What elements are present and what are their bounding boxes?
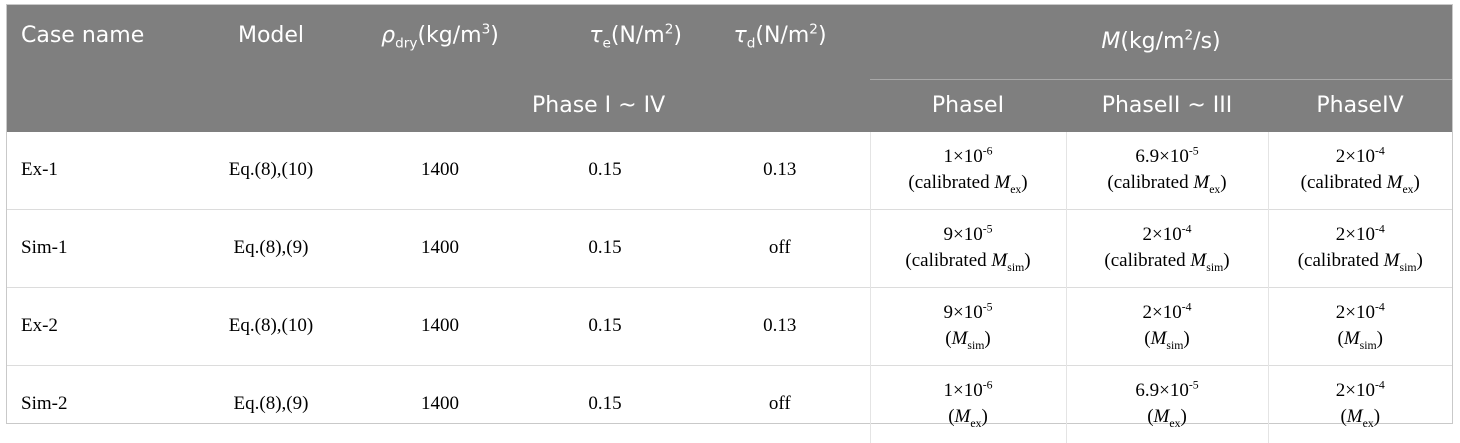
cell-tau-d: off (690, 208, 870, 287)
header-case-name: Case name (7, 5, 182, 79)
cell-rho: 1400 (360, 286, 520, 365)
cell-case: Sim-2 (7, 364, 182, 443)
cell-case: Ex-2 (7, 286, 182, 365)
cell-m-phase2: 2×10-4 (calibrated Msim) (1065, 208, 1268, 287)
cell-m-phase3: 2×10-4 (Mex) (1267, 364, 1453, 443)
cell-tau-d: 0.13 (690, 286, 870, 365)
header-tau-d: τd(N/m2) (690, 5, 870, 79)
table-row: Sim-1 Eq.(8),(9) 1400 0.15 off 9×10-5 (ca… (7, 208, 1453, 287)
cell-rho: 1400 (421, 159, 459, 180)
cell-rho: 1400 (360, 208, 520, 287)
cell-rho: 1400 (360, 364, 520, 443)
cell-m-phase3: 2×10-4 (calibrated Msim) (1267, 208, 1453, 287)
cell-m-phase1: 1×10-6 (calibrated Mex) (869, 131, 1066, 209)
cell-tau-d: 0.13 (763, 159, 797, 180)
cell-m-phase1: 9×10-5 (Msim) (869, 286, 1066, 365)
cell-case: Sim-1 (7, 208, 182, 287)
data-table: Case name Model ρdry(kg/m3) τe(N/m2) τd(… (7, 5, 1453, 443)
cell-model: Eq.(8),(9) (182, 364, 360, 443)
header-phase-tau: Phase I ~ IV (520, 79, 870, 132)
cell-m-phase2: 2×10-4 (Msim) (1065, 286, 1268, 365)
header-phase-1: PhaseI (870, 78, 1066, 132)
header-tau-e: τe(N/m2) (520, 5, 690, 79)
cell-tau-e: 0.15 (588, 159, 622, 180)
cell-model: Eq.(8),(10) (182, 286, 360, 365)
cell-m-phase3: 2×10-4 (calibrated Mex) (1267, 131, 1453, 209)
table-row: Sim-2 Eq.(8),(9) 1400 0.15 off 1×10-6 (Me… (7, 364, 1453, 443)
header-rho-dry: ρdry(kg/m3) (360, 5, 520, 79)
cell-tau-d: off (690, 364, 870, 443)
table-row: Ex-1 Eq.(8),(10) 1400 0.15 0.13 1×10-6 (c… (7, 131, 1453, 209)
cell-m-phase2: 6.9×10-5 (Mex) (1065, 364, 1268, 443)
cell-model: Eq.(8),(10) (228, 159, 314, 180)
cell-tau-e: 0.15 (520, 286, 690, 365)
header-phase-2: PhaseII ~ III (1066, 78, 1268, 132)
table-row: Ex-2 Eq.(8),(10) 1400 0.15 0.13 9×10-5 (M… (7, 286, 1453, 365)
cell-m-phase1: 9×10-5 (calibrated Msim) (869, 208, 1066, 287)
cell-case: Ex-1 (21, 159, 58, 180)
cell-m-phase1: 1×10-6 (Mex) (869, 364, 1066, 443)
header-model: Model (182, 5, 360, 79)
cell-model: Eq.(8),(9) (182, 208, 360, 287)
cell-tau-e: 0.15 (520, 364, 690, 443)
header-m: M(kg/m2/s) (870, 5, 1453, 79)
cell-m-phase2: 6.9×10-5 (calibrated Mex) (1065, 131, 1268, 209)
cell-m-phase3: 2×10-4 (Msim) (1267, 286, 1453, 365)
header-phase-3: PhaseIV (1268, 78, 1453, 132)
cell-tau-e: 0.15 (520, 208, 690, 287)
data-table-frame: Case name Model ρdry(kg/m3) τe(N/m2) τd(… (6, 4, 1453, 443)
